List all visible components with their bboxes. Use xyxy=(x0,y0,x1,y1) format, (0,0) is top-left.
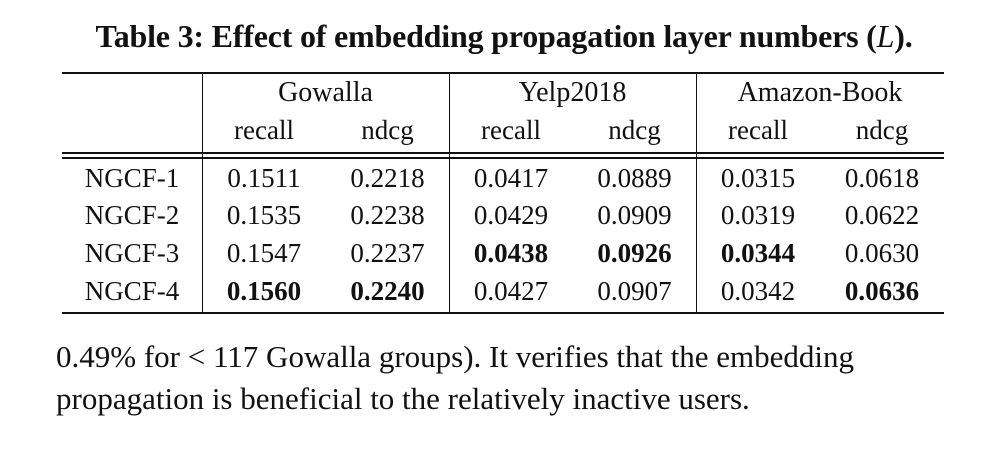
header-rule-1 xyxy=(62,152,944,154)
table-cell: 0.0427 xyxy=(473,276,549,306)
row-label: NGCF-4 xyxy=(84,276,180,306)
table-cell: 0.0630 xyxy=(844,238,920,268)
table-cell: 0.0618 xyxy=(844,163,920,193)
top-rule xyxy=(62,72,944,74)
caption-symbol: L xyxy=(876,18,895,54)
table-cell: 0.1511 xyxy=(227,163,301,193)
paragraph-line: propagation is beneficial to the relativ… xyxy=(56,381,750,416)
table-cell: 0.0636 xyxy=(844,276,920,306)
metric-header: ndcg xyxy=(855,115,909,145)
metric-header: ndcg xyxy=(608,115,661,145)
column-divider xyxy=(696,72,697,313)
header-rule-2 xyxy=(62,157,944,159)
table-cell: 0.0429 xyxy=(473,200,549,230)
table-caption: Table 3: Effect of embedding propagation… xyxy=(0,18,1008,55)
table-cell: 0.1547 xyxy=(226,238,302,268)
row-label: NGCF-1 xyxy=(84,163,180,193)
row-label: NGCF-2 xyxy=(84,200,180,230)
table-cell: 0.2238 xyxy=(350,200,425,230)
metric-header: recall xyxy=(728,115,788,145)
table-cell: 0.0417 xyxy=(473,163,549,193)
column-divider xyxy=(202,72,203,313)
group-header-gowalla: Gowalla xyxy=(278,77,373,108)
results-table: Gowalla Yelp2018 Amazon-Book recall ndcg… xyxy=(62,72,944,314)
table-cell: 0.0622 xyxy=(844,200,920,230)
table-cell: 0.0909 xyxy=(597,200,672,230)
caption-text: Table 3: Effect of embedding propagation… xyxy=(95,18,877,54)
table-cell: 0.2218 xyxy=(350,163,425,193)
table-cell: 0.0315 xyxy=(720,163,796,193)
table-cell: 0.0319 xyxy=(720,200,796,230)
paragraph-line: 0.49% for < 117 Gowalla groups). It veri… xyxy=(56,339,855,374)
table-cell: 0.0926 xyxy=(597,238,672,268)
row-label: NGCF-3 xyxy=(84,238,180,268)
group-header-amazon-book: Amazon-Book xyxy=(737,77,903,108)
table-cell: 0.1560 xyxy=(226,276,302,306)
table-cell: 0.2240 xyxy=(350,276,425,306)
bottom-rule xyxy=(62,312,944,314)
metric-header: recall xyxy=(481,115,541,145)
table-cell: 0.0889 xyxy=(597,163,672,193)
table-cell: 0.0438 xyxy=(473,238,549,268)
column-divider xyxy=(449,72,450,313)
table-cell: 0.2237 xyxy=(350,238,425,268)
caption-close: ). xyxy=(894,18,913,54)
metric-header: recall xyxy=(234,115,294,145)
metric-header: ndcg xyxy=(361,115,414,145)
table-cell: 0.0907 xyxy=(597,276,672,306)
table-cell: 0.1535 xyxy=(226,200,302,230)
table-cell: 0.0342 xyxy=(720,276,796,306)
group-header-yelp2018: Yelp2018 xyxy=(518,77,627,108)
table-cell: 0.0344 xyxy=(720,238,796,268)
body-paragraph: 0.49% for < 117 Gowalla groups). It veri… xyxy=(56,336,986,420)
